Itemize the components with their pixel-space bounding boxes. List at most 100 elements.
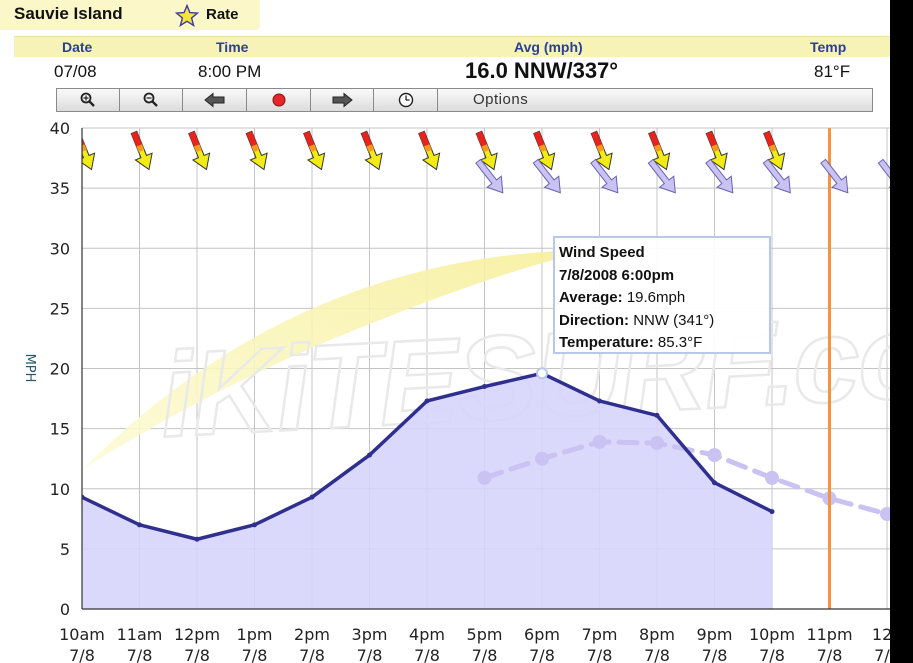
avg-value: 16.0 NNW/337° [465,58,619,83]
y-tick-label: 5 [60,540,70,559]
zoom-in-icon [80,92,95,107]
forecast-direction-arrow [532,158,561,194]
observed-point [769,509,775,515]
station-name: Sauvie Island [14,4,123,23]
temp-header: Temp [810,39,847,55]
previous-button[interactable] [183,89,247,111]
observed-point [597,398,602,404]
toolbar: Options [56,88,873,112]
observed-point [482,384,487,390]
observed-point [309,494,315,500]
forecast-point [592,434,607,449]
y-tick-label: 20 [50,360,70,379]
tooltip-average-label: Average: [559,289,623,306]
x-tick-date: 7/8 [702,646,728,663]
x-tick-date: 7/8 [414,646,440,663]
star-icon[interactable] [175,4,199,28]
observed-series [82,367,775,542]
x-tick-date: 7/8 [184,646,210,663]
record-button[interactable] [247,89,311,111]
tooltip-direction-label: Direction: [559,311,630,329]
x-tick-date: 7/8 [529,646,555,663]
temp-value: 81°F [814,62,851,81]
forecast-point [880,507,890,522]
tooltip-temperature-label: Temperature: [559,334,654,351]
direction-arrows [82,128,890,609]
options-button[interactable]: Options [473,91,529,108]
x-tick-date: 7/8 [127,646,153,663]
forecast-direction-arrow [820,158,849,194]
rate-link[interactable]: Rate [206,6,239,23]
time-value: 8:00 PM [198,62,262,81]
y-tick-label: 40 [50,119,70,138]
tooltip-direction-value: NNW (341°) [633,311,715,329]
zoom-out-button[interactable] [120,89,183,111]
arrow-right-icon [332,92,353,108]
x-tick-date: 7/8 [357,646,383,663]
observed-point [137,522,142,528]
observed-direction-arrow [82,130,96,171]
x-tick-label: 6pm [524,625,560,644]
x-tick-label: 10pm [749,625,795,644]
observed-direction-arrow [130,130,153,171]
x-tick-label: 5pm [467,625,503,644]
tooltip-temperature-value: 85.3°F [657,334,703,351]
observed-point [424,398,430,404]
x-tick-date: 7/8 [69,646,95,663]
axes: 0 5 10 15 20 25 30 35 40 10am 7/8 11am 7/8 12pm 7/8 1pm… [50,119,890,663]
observed-point [367,452,372,458]
x-tick-date: 7/9 [874,646,890,663]
forecast-point [477,470,492,485]
tooltip-datetime: 7/8/2008 6:00pm [559,266,675,284]
x-tick-label: 10am [59,625,105,644]
x-tick-label: 9pm [697,625,733,644]
tooltip-average-value: 19.6mph [626,289,686,306]
highlighted-point [536,367,548,380]
info-header: Date Time Avg (mph) Temp [14,36,890,57]
y-axis-label: MPH [22,354,37,383]
title-bar: Sauvie Island Rate [0,0,260,30]
date-value: 07/08 [54,62,97,81]
x-tick-label: 11am [117,625,163,644]
x-tick-label: 2pm [294,625,330,644]
x-tick-date: 7/8 [817,646,843,663]
x-tick-label: 8pm [639,625,675,644]
x-tick-label: 12a [872,625,890,644]
y-tick-label: 10 [50,480,70,499]
clock-button[interactable] [374,89,438,111]
observed-direction-arrow [245,130,268,171]
page: Sauvie Island Rate Date Time Avg (mph) T… [0,0,890,663]
wind-chart: iKiTESURF.com 051015202530354010am7/811a… [22,119,890,663]
x-tick-label: 7pm [582,625,618,644]
next-button[interactable] [311,89,374,111]
forecast-direction-arrow [762,158,791,194]
forecast-point [535,451,549,466]
observed-point [712,480,717,486]
y-tick-label: 25 [50,299,70,318]
x-tick-date: 7/8 [759,646,785,663]
y-tick-label: 0 [60,600,70,619]
y-tick-label: 35 [50,179,70,198]
observed-direction-arrow [418,130,441,171]
x-tick-label: 3pm [352,625,388,644]
observed-direction-arrow [360,130,383,171]
arrow-left-icon [203,92,224,108]
forecast-direction-arrow [647,158,676,194]
data-tooltip: Wind Speed 7/8/2008 6:00pm Average: 19.6… [553,236,771,354]
time-header: Time [216,39,249,55]
zoom-in-button[interactable] [57,89,120,111]
y-tick-label: 30 [50,239,70,258]
forecast-direction-arrow [590,158,619,194]
observed-area-fill [82,373,772,609]
observed-point [194,536,200,542]
observed-direction-arrow [188,130,211,171]
observed-point [252,522,257,528]
observed-area [82,373,772,609]
x-tick-date: 7/8 [472,646,498,663]
forecast-direction-arrow [475,158,504,194]
x-tick-date: 7/8 [587,646,613,663]
y-tick-label: 15 [50,420,70,439]
clock-icon [398,92,413,108]
x-tick-label: 4pm [409,625,445,644]
forecast-point [707,448,722,463]
